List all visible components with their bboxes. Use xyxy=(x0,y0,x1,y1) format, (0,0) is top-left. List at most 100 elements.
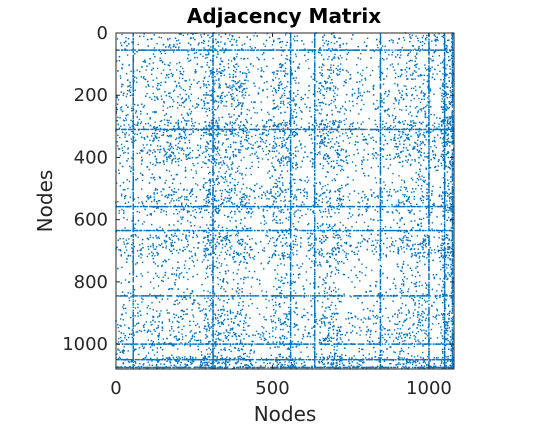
nonzero-point xyxy=(383,166,385,168)
nonzero-point xyxy=(217,127,219,129)
nonzero-point xyxy=(323,236,325,239)
nonzero-point xyxy=(404,333,406,335)
nonzero-point xyxy=(321,249,323,252)
nonzero-point xyxy=(242,238,244,241)
nonzero-point xyxy=(328,332,330,334)
nonzero-point xyxy=(184,196,186,198)
nonzero-point xyxy=(143,33,145,35)
nonzero-point xyxy=(203,199,205,201)
nonzero-point xyxy=(419,325,421,327)
nonzero-point xyxy=(223,214,226,217)
nonzero-point xyxy=(146,166,149,168)
nonzero-point xyxy=(221,97,223,100)
nonzero-point xyxy=(332,225,334,228)
nonzero-point xyxy=(150,281,152,283)
nonzero-point xyxy=(448,145,451,147)
nonzero-point xyxy=(417,355,419,357)
nonzero-point xyxy=(160,52,163,55)
nonzero-point xyxy=(232,44,234,46)
nonzero-point xyxy=(332,316,334,318)
nonzero-point xyxy=(235,335,237,338)
nonzero-point xyxy=(447,304,450,306)
nonzero-point xyxy=(183,310,185,313)
nonzero-point xyxy=(445,299,447,301)
nonzero-point xyxy=(177,197,180,199)
nonzero-point xyxy=(122,94,124,96)
nonzero-point xyxy=(205,131,208,133)
nonzero-point xyxy=(421,98,423,100)
nonzero-point xyxy=(218,154,221,156)
nonzero-point xyxy=(434,35,436,37)
nonzero-point xyxy=(327,77,329,80)
nonzero-point xyxy=(283,94,286,97)
nonzero-point xyxy=(242,93,244,96)
nonzero-point xyxy=(331,109,333,112)
nonzero-point xyxy=(447,257,449,259)
nonzero-point xyxy=(205,148,207,150)
nonzero-point xyxy=(398,140,401,142)
nonzero-point xyxy=(377,46,379,49)
nonzero-point xyxy=(254,242,257,244)
nonzero-point xyxy=(274,336,277,339)
nonzero-point xyxy=(318,252,320,255)
nonzero-point xyxy=(119,125,122,128)
nonzero-point xyxy=(180,73,183,75)
nonzero-point xyxy=(326,356,329,358)
nonzero-point xyxy=(308,244,310,246)
nonzero-point xyxy=(399,291,401,293)
nonzero-point xyxy=(236,55,238,58)
nonzero-point xyxy=(123,120,126,122)
nonzero-point xyxy=(450,181,452,183)
nonzero-point xyxy=(299,110,302,112)
nonzero-point xyxy=(213,199,216,202)
nonzero-point xyxy=(340,338,342,341)
nonzero-point xyxy=(282,255,285,257)
nonzero-point xyxy=(220,36,222,38)
nonzero-point xyxy=(440,162,442,165)
nonzero-point xyxy=(434,316,436,319)
nonzero-point xyxy=(424,110,426,113)
nonzero-point xyxy=(150,69,153,71)
nonzero-point xyxy=(386,237,388,240)
nonzero-point xyxy=(433,122,436,124)
nonzero-point xyxy=(381,202,384,204)
nonzero-point xyxy=(359,242,362,244)
nonzero-point xyxy=(205,189,208,192)
nonzero-point xyxy=(217,45,220,47)
nonzero-point xyxy=(283,200,285,203)
nonzero-point xyxy=(423,234,426,236)
nonzero-point xyxy=(120,143,123,146)
nonzero-point xyxy=(333,346,336,348)
nonzero-point xyxy=(196,56,199,59)
nonzero-point xyxy=(292,153,294,155)
nonzero-point xyxy=(376,314,378,317)
nonzero-point xyxy=(174,241,176,244)
nonzero-point xyxy=(339,363,341,366)
nonzero-point xyxy=(400,350,402,352)
nonzero-point xyxy=(402,131,405,133)
nonzero-point xyxy=(284,199,287,201)
nonzero-point xyxy=(189,100,192,102)
nonzero-point xyxy=(185,313,187,315)
nonzero-point xyxy=(384,226,387,228)
nonzero-point xyxy=(293,196,295,198)
nonzero-point xyxy=(192,210,194,212)
nonzero-point xyxy=(258,313,261,315)
nonzero-point xyxy=(415,35,417,37)
nonzero-point xyxy=(178,157,180,160)
nonzero-point xyxy=(411,269,413,272)
nonzero-point xyxy=(335,234,338,236)
nonzero-point xyxy=(133,360,136,363)
nonzero-point xyxy=(365,290,367,293)
nonzero-point xyxy=(358,208,360,211)
nonzero-point xyxy=(182,189,185,191)
nonzero-point xyxy=(238,335,241,338)
nonzero-point xyxy=(162,109,164,112)
nonzero-point xyxy=(375,330,377,333)
nonzero-point xyxy=(260,67,263,69)
nonzero-point xyxy=(206,54,208,56)
nonzero-point xyxy=(124,337,126,339)
nonzero-point xyxy=(319,250,321,253)
nonzero-point xyxy=(381,334,384,337)
nonzero-point xyxy=(189,293,192,295)
